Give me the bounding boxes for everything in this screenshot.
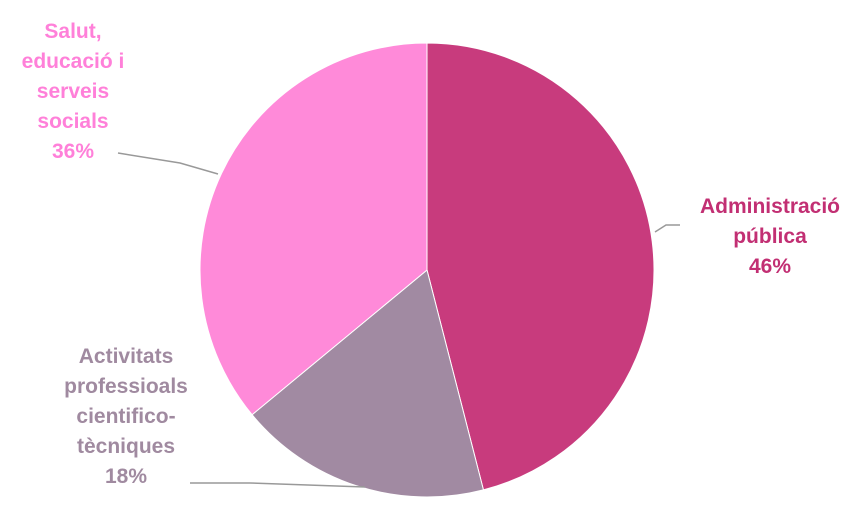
leader-lines bbox=[117, 152, 680, 488]
data-label-2-line-1: Activitats bbox=[79, 345, 174, 368]
data-label-3-line-2: educació i bbox=[22, 50, 125, 73]
data-label-2: Activitats professioals cientifico-tècniqu… bbox=[64, 345, 188, 488]
data-label-2-line-2: professioals bbox=[64, 375, 188, 398]
pie-slice-2 bbox=[251, 269, 485, 498]
data-label-3: Salut, educació i serveis socials 36% bbox=[22, 20, 125, 163]
data-label-1: Administració pública 46% bbox=[700, 195, 840, 278]
pie-slice-3 bbox=[199, 42, 428, 416]
leader-line-3 bbox=[117, 152, 219, 175]
data-label-2-line-5: 18% bbox=[105, 465, 147, 488]
data-label-3-line-1: Salut, bbox=[44, 20, 101, 43]
data-label-1-line-1: Administració bbox=[700, 195, 840, 218]
leader-line-1 bbox=[654, 224, 680, 233]
data-label-3-line-4: socials bbox=[37, 110, 108, 133]
pie-slices bbox=[199, 42, 655, 498]
data-labels: Administració pública 46% Activitats profess… bbox=[22, 20, 840, 488]
data-label-2-line-3: cientifico- bbox=[76, 405, 175, 428]
data-label-3-line-5: 36% bbox=[52, 140, 94, 163]
leader-line-2 bbox=[190, 482, 366, 488]
data-label-1-line-2: pública bbox=[733, 225, 807, 248]
data-label-1-line-3: 46% bbox=[749, 255, 791, 278]
data-label-3-line-3: serveis bbox=[37, 80, 109, 103]
pie-slice-1 bbox=[426, 42, 655, 491]
data-label-2-line-4: tècniques bbox=[77, 435, 175, 458]
